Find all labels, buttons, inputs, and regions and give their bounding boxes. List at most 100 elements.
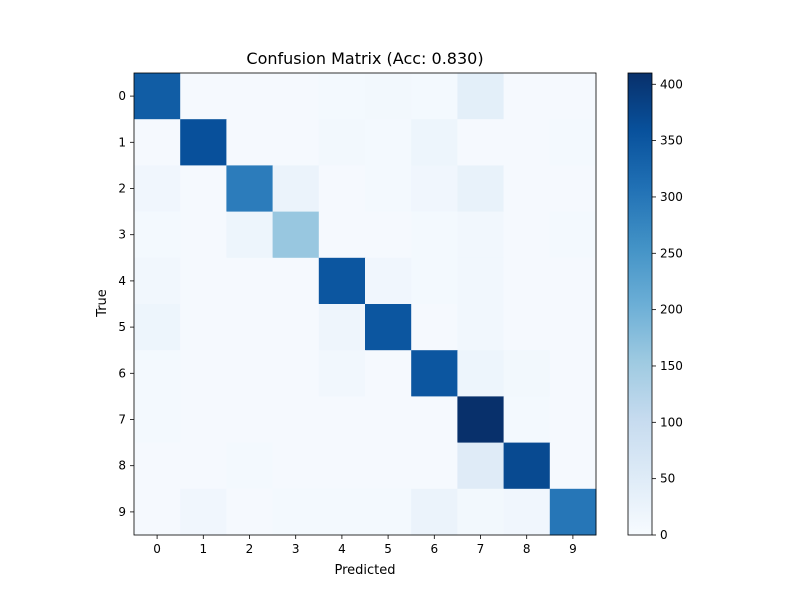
x-axis-label: Predicted (334, 563, 395, 578)
y-tick-label-9: 9 (118, 505, 126, 519)
heatmap-cell-8-6 (411, 442, 458, 490)
heatmap-cell-6-8 (503, 350, 551, 397)
heatmap-cell-1-6 (411, 119, 458, 166)
heatmap-cell-4-4 (318, 257, 366, 305)
heatmap-cell-9-9 (549, 488, 597, 536)
heatmap-cell-4-5 (365, 257, 412, 305)
heatmap-cell-1-7 (457, 119, 505, 166)
y-tick-label-5: 5 (118, 320, 126, 334)
heatmap-cell-9-6 (411, 488, 458, 536)
heatmap-cell-4-8 (503, 257, 551, 305)
colorbar: 0 50 100 150 200 250 300 350 400 (627, 72, 683, 542)
heatmap-cell-2-8 (503, 165, 551, 213)
heatmap-cell-9-8 (503, 488, 551, 536)
heatmap-cell-8-1 (180, 442, 227, 490)
heatmap-cell-4-2 (226, 257, 274, 305)
heatmap-cell-9-7 (457, 488, 505, 536)
x-tick-label-2: 2 (246, 542, 254, 556)
colorbar-tick-label-300: 300 (660, 190, 683, 204)
heatmap-cell-7-1 (180, 396, 227, 444)
heatmap-cell-3-6 (411, 211, 458, 259)
heatmap-cell-8-8 (503, 442, 551, 490)
heatmap-cell-2-7 (457, 165, 505, 213)
heatmap-cell-2-2 (226, 165, 274, 213)
heatmap-cell-4-9 (549, 257, 597, 305)
heatmap-cell-1-0 (134, 119, 181, 166)
heatmap-cell-0-5 (365, 73, 412, 120)
heatmap-cell-3-9 (549, 211, 597, 259)
heatmap-cell-5-1 (180, 304, 227, 351)
heatmap-cell-5-7 (457, 304, 505, 351)
heatmap-cell-0-9 (549, 73, 597, 120)
x-tick-label-3: 3 (292, 542, 300, 556)
heatmap-cells (134, 73, 597, 536)
heatmap-cell-8-7 (457, 442, 505, 490)
y-tick-label-3: 3 (118, 228, 126, 242)
heatmap-cell-6-5 (365, 350, 412, 397)
heatmap-cell-8-4 (318, 442, 366, 490)
y-tick-label-6: 6 (118, 366, 126, 380)
colorbar-tick-label-400: 400 (660, 77, 683, 91)
heatmap-cell-2-4 (318, 165, 366, 213)
heatmap-cell-9-3 (272, 488, 320, 536)
heatmap-cell-0-0 (134, 73, 181, 120)
heatmap-cell-5-8 (503, 304, 551, 351)
heatmap-cell-4-7 (457, 257, 505, 305)
heatmap-cell-3-8 (503, 211, 551, 259)
heatmap-cell-8-2 (226, 442, 274, 490)
heatmap-cell-8-5 (365, 442, 412, 490)
heatmap-cell-2-0 (134, 165, 181, 213)
heatmap-cell-6-1 (180, 350, 227, 397)
x-tick-label-0: 0 (153, 542, 161, 556)
heatmap-cell-3-1 (180, 211, 227, 259)
colorbar-tick-label-50: 50 (660, 472, 675, 486)
heatmap-cell-0-3 (272, 73, 320, 120)
x-tick-label-8: 8 (523, 542, 531, 556)
heatmap-cell-1-2 (226, 119, 274, 166)
heatmap-cell-7-8 (503, 396, 551, 444)
heatmap-cell-9-0 (134, 488, 181, 536)
heatmap-border (133, 72, 597, 536)
heatmap-cell-5-4 (318, 304, 366, 351)
chart-title: Confusion Matrix (Acc: 0.830) (246, 49, 483, 68)
heatmap-cell-7-0 (134, 396, 181, 444)
heatmap-cell-4-1 (180, 257, 227, 305)
heatmap-cell-8-9 (549, 442, 597, 490)
heatmap-cell-7-6 (411, 396, 458, 444)
x-axis-ticks: 0 1 2 3 4 5 6 7 8 9 (153, 535, 577, 556)
heatmap-cell-3-0 (134, 211, 181, 259)
heatmap-cell-5-5 (365, 304, 412, 351)
heatmap-cell-1-9 (549, 119, 597, 166)
y-axis-label: True (95, 289, 110, 318)
heatmap-cell-1-8 (503, 119, 551, 166)
colorbar-border (627, 72, 653, 536)
heatmap-cell-4-0 (134, 257, 181, 305)
colorbar-tick-label-150: 150 (660, 359, 683, 373)
heatmap-cell-1-3 (272, 119, 320, 166)
heatmap-cell-2-3 (272, 165, 320, 213)
heatmap-cell-3-3 (272, 211, 320, 259)
heatmap-cell-3-4 (318, 211, 366, 259)
heatmap-cell-2-1 (180, 165, 227, 213)
x-tick-label-1: 1 (199, 542, 207, 556)
heatmap-cell-5-3 (272, 304, 320, 351)
heatmap-cell-5-9 (549, 304, 597, 351)
heatmap-cell-7-9 (549, 396, 597, 444)
heatmap-cell-6-9 (549, 350, 597, 397)
heatmap-cell-6-3 (272, 350, 320, 397)
heatmap-cell-3-2 (226, 211, 274, 259)
heatmap-cell-6-7 (457, 350, 505, 397)
heatmap-cell-4-6 (411, 257, 458, 305)
heatmap-cell-7-4 (318, 396, 366, 444)
heatmap-cell-8-3 (272, 442, 320, 490)
heatmap-cell-3-5 (365, 211, 412, 259)
heatmap-cell-0-1 (180, 73, 227, 120)
heatmap-cell-6-0 (134, 350, 181, 397)
y-tick-label-7: 7 (118, 413, 126, 427)
colorbar-tick-label-0: 0 (660, 528, 668, 542)
heatmap-cell-1-5 (365, 119, 412, 166)
heatmap-cell-7-3 (272, 396, 320, 444)
x-tick-label-4: 4 (338, 542, 346, 556)
heatmap-cell-6-2 (226, 350, 274, 397)
